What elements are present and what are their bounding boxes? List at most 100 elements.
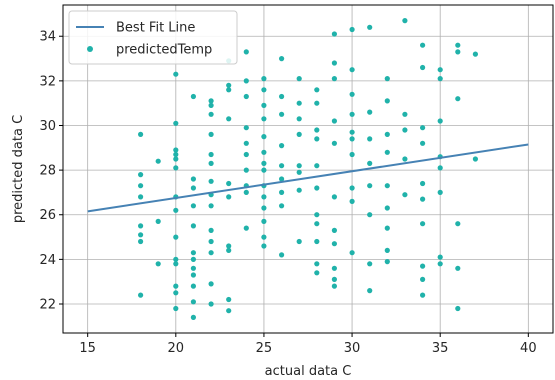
scatter-point: [173, 305, 179, 312]
scatter-point: [261, 194, 267, 200]
scatter-point: [208, 98, 214, 104]
scatter-point: [437, 261, 443, 267]
scatter-point: [402, 192, 408, 198]
y-tick-label: 30: [39, 119, 56, 134]
y-tick-label: 26: [39, 208, 56, 223]
scatter-point: [173, 151, 179, 158]
scatter-point: [261, 76, 267, 82]
x-tick-label: 30: [344, 341, 361, 356]
scatter-point: [331, 265, 337, 271]
scatter-point: [314, 163, 320, 169]
scatter-point: [155, 261, 161, 267]
scatter-point: [243, 49, 249, 55]
scatter-point: [138, 232, 144, 238]
scatter-point: [420, 180, 426, 187]
x-tick-label: 40: [520, 341, 537, 356]
scatter-point: [314, 185, 320, 191]
scatter-point: [314, 127, 320, 133]
legend-scatter-swatch: [87, 46, 93, 52]
scatter-point: [190, 185, 196, 191]
scatter-point: [190, 223, 196, 229]
scatter-point: [279, 56, 285, 62]
scatter-point: [331, 140, 337, 146]
plot-area-frame: [62, 4, 554, 334]
scatter-point: [331, 76, 337, 82]
scatter-point: [314, 212, 320, 218]
scatter-point: [296, 76, 302, 82]
legend-label-predicted-temp: predictedTemp: [116, 43, 212, 58]
scatter-point: [455, 96, 461, 102]
scatter-point: [190, 93, 196, 100]
scatter-point: [367, 288, 373, 294]
scatter-point: [226, 116, 232, 122]
scatter-point: [208, 102, 214, 108]
scatter-point: [279, 111, 285, 117]
scatter-point: [261, 167, 267, 173]
scatter-point: [155, 218, 161, 224]
scatter-point: [138, 183, 144, 189]
scatter-point: [173, 234, 179, 240]
scatter-point: [279, 93, 285, 100]
scatter-point: [314, 136, 320, 142]
scatter-point: [349, 198, 355, 204]
scatter-point: [190, 256, 196, 262]
scatter-point: [420, 276, 426, 282]
scatter-point: [384, 98, 390, 104]
scatter-point: [243, 225, 249, 231]
scatter-point: [173, 165, 179, 171]
scatter-point: [208, 151, 214, 158]
scatter-point: [261, 205, 267, 211]
scatter-point: [261, 218, 267, 224]
scatter-point: [296, 131, 302, 137]
scatter-point: [437, 118, 443, 124]
scatter-point: [208, 227, 214, 233]
scatter-point: [208, 203, 214, 209]
scatter-point: [314, 261, 320, 267]
legend: Best Fit Line predictedTemp: [68, 10, 238, 65]
scatter-point: [349, 250, 355, 256]
scatter-point: [384, 131, 390, 137]
scatter-point: [279, 203, 285, 209]
scatter-point: [190, 272, 196, 278]
scatter-point: [296, 163, 302, 169]
scatter-point: [138, 172, 144, 178]
scatter-point: [367, 261, 373, 267]
scatter-point: [208, 160, 214, 166]
y-tick-label: 24: [39, 253, 56, 268]
scatter-point: [190, 314, 196, 320]
scatter-point: [208, 281, 214, 287]
scatter-point: [402, 127, 408, 133]
scatter-point: [138, 292, 144, 298]
scatter-point: [296, 187, 302, 193]
scatter-point: [296, 100, 302, 106]
scatter-point: [243, 93, 249, 100]
x-tick-label: 25: [256, 341, 273, 356]
scatter-point: [384, 247, 390, 253]
scatter-point: [349, 111, 355, 117]
scatter-point: [190, 203, 196, 209]
scatter-point: [420, 140, 426, 146]
scatter-point: [173, 156, 179, 162]
scatter-point: [420, 263, 426, 269]
x-tick-label: 35: [432, 341, 449, 356]
y-tick-label: 32: [39, 74, 56, 89]
scatter-point: [420, 292, 426, 298]
scatter-point: [138, 194, 144, 200]
x-tick-label: 20: [168, 341, 185, 356]
scatter-point: [314, 221, 320, 227]
scatter-point: [226, 180, 232, 187]
scatter-point: [420, 64, 426, 71]
y-tick-label: 34: [39, 30, 56, 45]
scatter-point: [261, 102, 267, 108]
scatter-point: [331, 194, 337, 200]
scatter-point: [384, 149, 390, 155]
scatter-point: [296, 238, 302, 245]
scatter-point: [261, 160, 267, 166]
scatter-point: [279, 252, 285, 258]
y-tick-label: 22: [39, 297, 56, 312]
scatter-point: [261, 234, 267, 240]
scatter-point: [208, 250, 214, 256]
scatter-point: [349, 67, 355, 73]
scatter-point: [314, 87, 320, 93]
scatter-point: [243, 140, 249, 146]
